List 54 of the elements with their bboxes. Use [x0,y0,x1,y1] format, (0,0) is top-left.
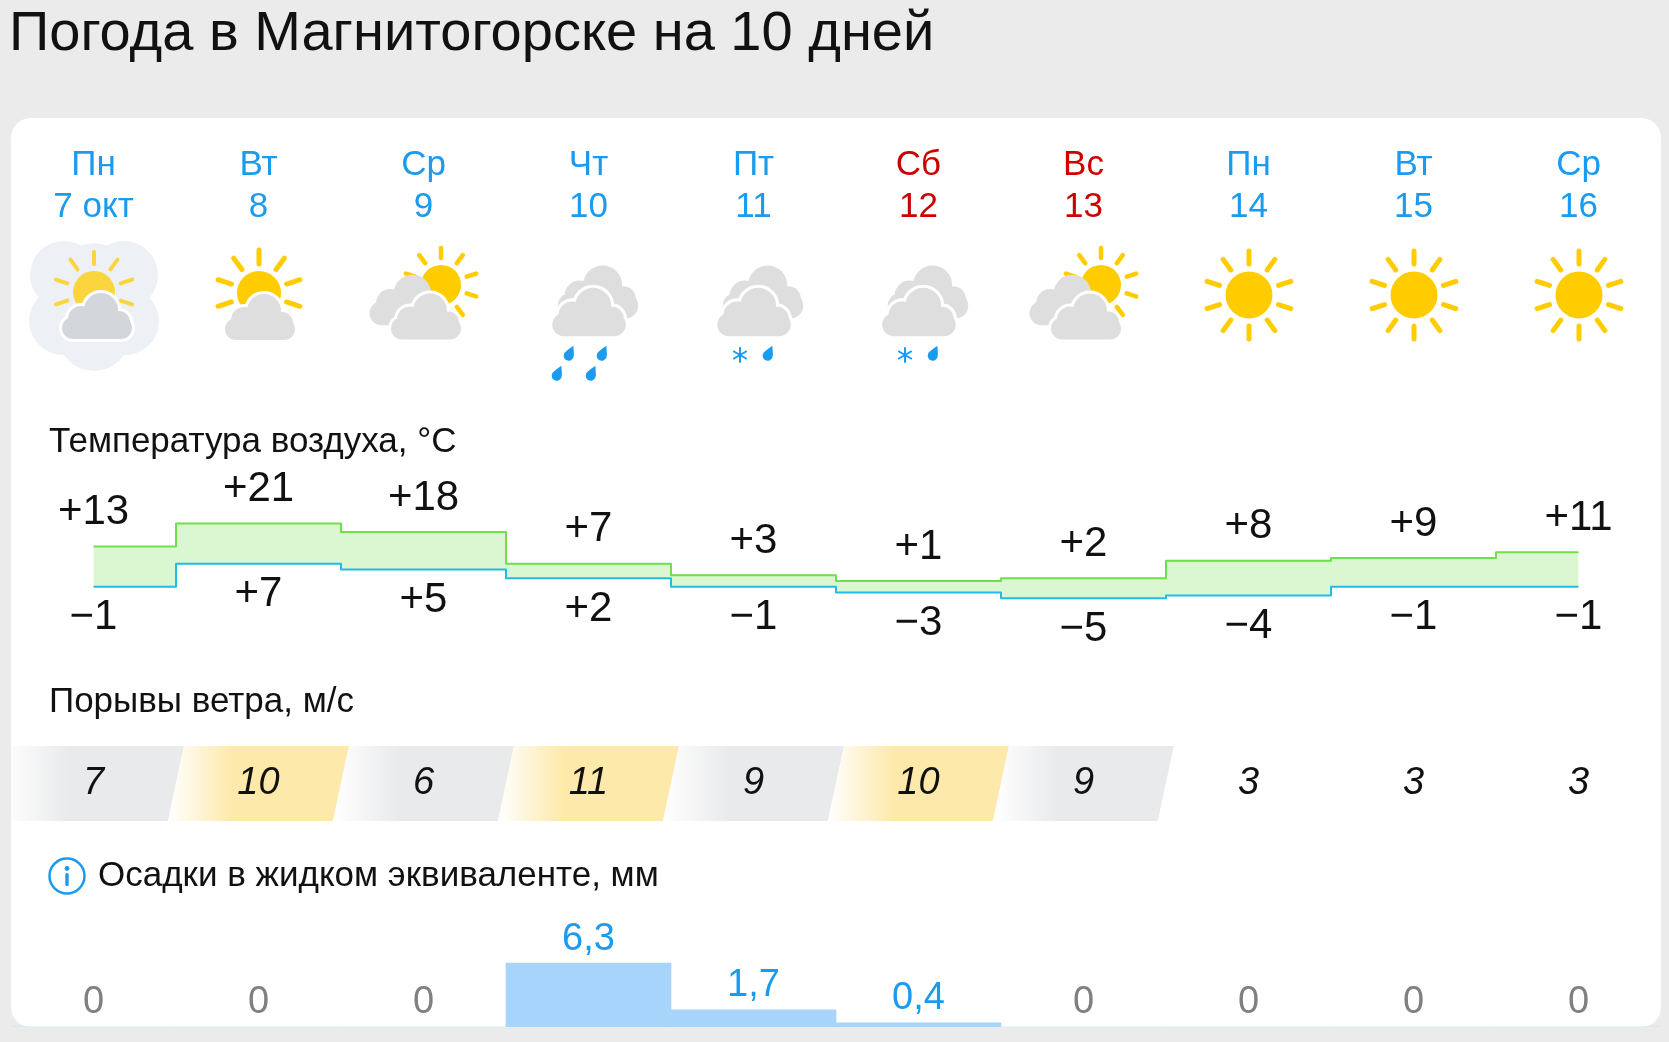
data-label: +7 [564,503,613,551]
data-label: −5 [1059,602,1108,650]
data-label: −4 [1224,599,1273,647]
x-tick-label: Вт 15 [1394,142,1433,224]
data-label: 1,7 [727,962,780,1005]
x-tick-label: Вт 8 [239,142,278,224]
data-label: −1 [69,591,118,639]
data-label: +3 [729,514,778,562]
data-label: 9 [1072,760,1095,803]
x-tick-label: Пн 7 окт [53,142,134,224]
data-label: 0,4 [892,975,945,1018]
data-label: 0 [82,979,105,1022]
data-label: −1 [1389,591,1438,639]
data-label: 6 [412,760,435,803]
data-label: 6,3 [562,915,615,958]
data-label: −1 [1554,591,1603,639]
data-label: +13 [57,486,130,534]
data-label: +2 [564,582,613,630]
data-label: +7 [234,568,283,616]
data-label: −1 [729,591,778,639]
data-label: 11 [568,760,609,803]
x-tick-label: Сб 12 [895,142,942,224]
chart-subtitle: Температура воздуха, °C [49,419,457,459]
data-label: 0 [1567,979,1590,1022]
data-label: 7 [82,760,106,803]
data-label: 0 [1402,979,1425,1022]
data-label: 0 [412,979,435,1022]
x-tick-label: Пт 11 [732,142,775,224]
data-label: 3 [1237,760,1260,803]
x-tick-label: Ср 16 [1556,142,1601,224]
data-label: +8 [1224,500,1273,548]
data-label: 10 [237,760,280,803]
x-tick-label: Ср 9 [401,142,446,224]
data-label: +2 [1059,517,1108,565]
data-label: 10 [897,760,940,803]
data-label: 3 [1567,760,1590,803]
data-label: 0 [1237,979,1260,1022]
x-tick-label: Пн 14 [1226,142,1271,224]
x-tick-label: Чт 10 [568,142,609,224]
data-label: 9 [742,760,765,803]
data-label: +18 [387,471,460,519]
data-label: 3 [1402,760,1425,803]
chart-title: Осадки в жидком эквиваленте, мм [98,853,659,893]
data-label: +5 [399,574,448,622]
data-label: +9 [1389,497,1438,545]
data-label: +21 [222,463,295,511]
text: Порывы ветра, м/с [49,679,354,719]
data-label: 0 [1072,979,1095,1022]
data-label: −3 [894,597,943,645]
data-label: 0 [247,979,270,1022]
data-label: +11 [1544,491,1613,539]
x-tick-label: Вс 13 [1063,142,1104,224]
chart-title: Погода в Магнитогорске на 10 дней [9,0,935,62]
data-label: +1 [894,520,943,568]
